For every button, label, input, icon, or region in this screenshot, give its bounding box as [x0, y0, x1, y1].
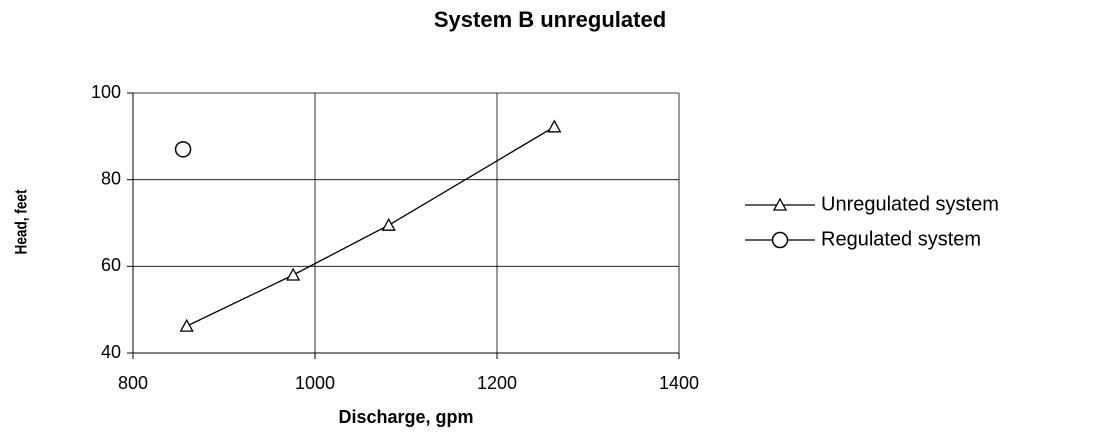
x-tick-label: 1200	[477, 373, 517, 393]
marker	[286, 267, 301, 281]
x-tick-label: 1400	[659, 373, 699, 393]
marker	[179, 318, 194, 332]
legend-marker	[771, 231, 789, 249]
y-tick-label: 60	[101, 255, 121, 275]
x-tick-label: 800	[118, 373, 148, 393]
series-line	[186, 126, 555, 327]
legend-marker	[772, 197, 788, 211]
x-axis-label: Discharge, gpm	[338, 407, 473, 427]
legend-label: Unregulated system	[821, 193, 999, 215]
x-tick-label: 1000	[295, 373, 335, 393]
marker	[547, 119, 562, 133]
marker	[381, 217, 396, 231]
marker	[174, 141, 192, 158]
y-tick-label: 100	[91, 82, 121, 102]
legend-label: Regulated system	[821, 228, 981, 250]
chart-title: System B unregulated	[434, 7, 666, 32]
y-tick-label: 80	[101, 168, 121, 188]
y-axis-label: Head, feet	[12, 190, 31, 255]
y-tick-label: 40	[101, 342, 121, 362]
